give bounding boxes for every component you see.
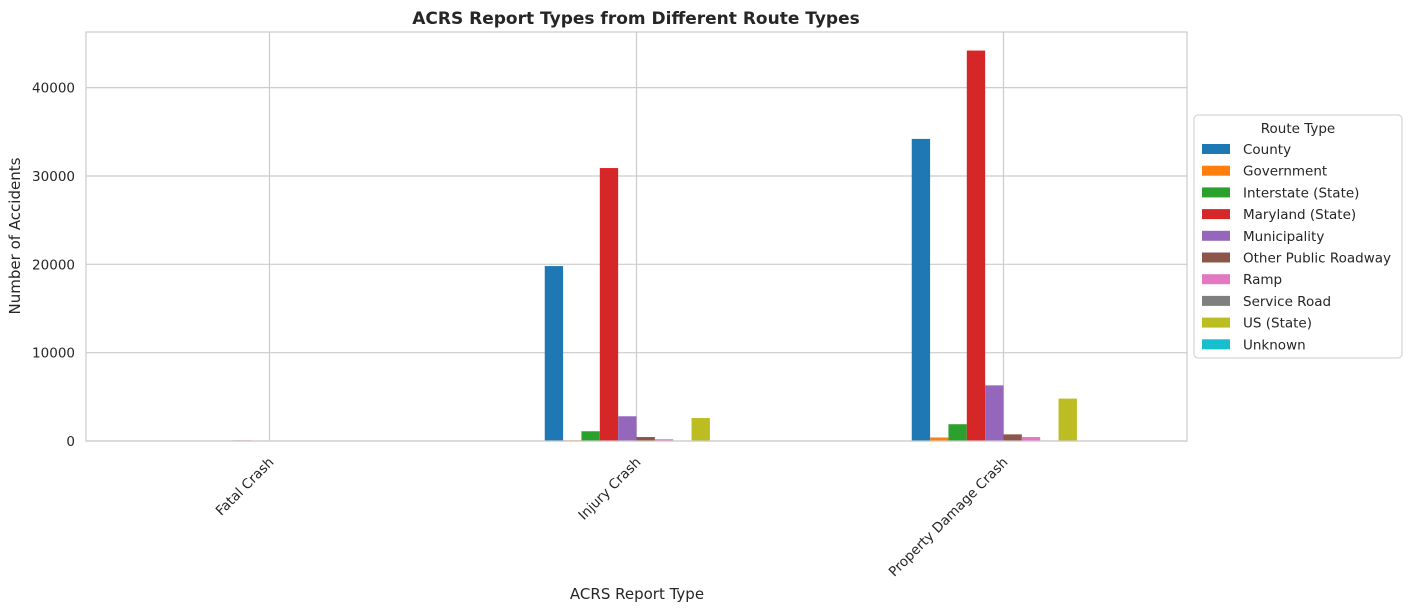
legend-swatch: [1202, 317, 1230, 328]
legend-swatch: [1202, 187, 1230, 198]
x-tick-label: Property Damage Crash: [886, 455, 1012, 581]
legend-entry: Unknown: [1243, 337, 1306, 353]
legend-entry: Maryland (State): [1243, 207, 1356, 223]
bar: [599, 168, 619, 442]
bar: [985, 385, 1004, 441]
legend-swatch: [1202, 230, 1230, 241]
legend: Route Type County Government Interstate (S…: [1193, 114, 1403, 359]
legend-swatch: [1202, 209, 1230, 220]
y-tick-labels: 0 10000 20000 30000 40000: [32, 81, 75, 450]
legend-swatch: [1202, 165, 1230, 176]
bar: [654, 439, 674, 441]
legend-swatch: [1202, 295, 1230, 306]
legend-entry: Other Public Roadway: [1243, 251, 1391, 267]
bar: [636, 437, 655, 441]
legend-swatch: [1202, 144, 1230, 154]
grid-lines: [86, 32, 1187, 442]
bar: [1003, 434, 1022, 441]
legend-swatch: [1202, 252, 1230, 263]
bar: [581, 431, 600, 441]
y-tick-label: 40000: [32, 81, 75, 97]
legend-swatch: [1202, 339, 1230, 350]
bar: [948, 424, 967, 441]
x-tick-label: Injury Crash: [575, 455, 644, 524]
bar: [911, 138, 931, 441]
legend-entry: US (State): [1243, 316, 1312, 332]
bar: [544, 266, 564, 441]
bar: [1021, 437, 1041, 441]
legend-entry: Government: [1243, 164, 1327, 180]
y-axis-label: Number of Accidents: [6, 157, 24, 314]
legend-entry: County: [1243, 142, 1291, 158]
y-tick-label: 10000: [32, 346, 75, 362]
x-tick-labels: Fatal Crash Injury Crash Property Damage C…: [213, 455, 1012, 581]
plot-frame: [85, 31, 1188, 442]
legend-entry: Ramp: [1243, 272, 1282, 288]
legend-entry: Municipality: [1243, 229, 1324, 245]
legend-title: Route Type: [1261, 121, 1336, 137]
chart-title: ACRS Report Types from Different Route T…: [412, 9, 860, 29]
bar: [966, 50, 986, 442]
bar: [930, 437, 949, 441]
bars: [177, 50, 1096, 442]
y-tick-label: 0: [66, 434, 75, 450]
legend-swatch: [1202, 274, 1230, 285]
legend-entry: Interstate (State): [1243, 185, 1359, 201]
y-tick-label: 20000: [32, 257, 75, 273]
bar: [1058, 398, 1077, 441]
y-tick-label: 30000: [32, 169, 75, 185]
bar: [691, 418, 710, 441]
x-tick-label: Fatal Crash: [213, 455, 278, 520]
x-axis-label: ACRS Report Type: [570, 585, 704, 603]
bar: [618, 416, 637, 441]
legend-entry: Service Road: [1243, 294, 1331, 310]
legend-box: [1193, 114, 1403, 359]
